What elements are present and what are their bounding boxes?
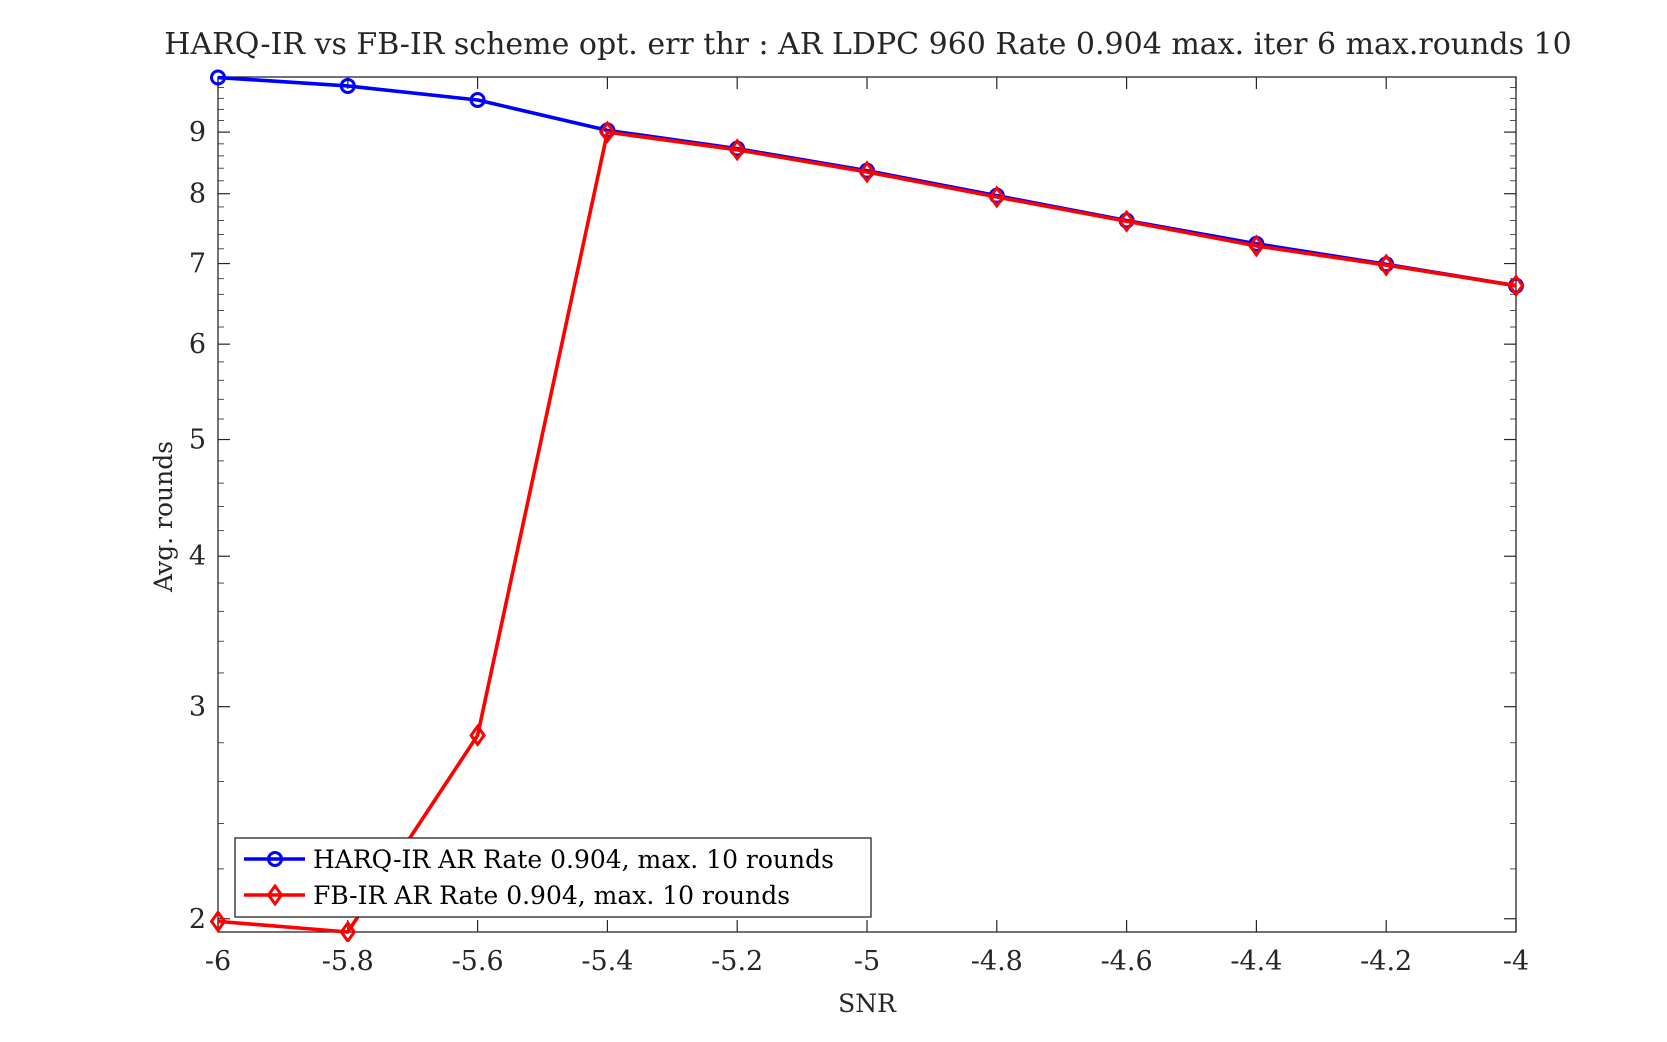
data-point [1248,234,1265,258]
data-point [209,909,227,933]
data-point [599,120,616,144]
x-tick-label: -4.8 [971,946,1023,977]
y-tick-label: 6 [189,329,206,360]
x-tick-label: -5 [854,946,880,977]
legend-marker-shape [267,851,283,867]
y-axis-label: Avg. rounds [149,441,178,593]
legend-label-fb-ir: FB-IR AR Rate 0.904, max. 10 rounds [313,881,790,910]
data-point [210,69,226,86]
legend-marker-fb-ir [266,883,284,907]
x-tick-label: -4.6 [1101,946,1153,977]
data-point [339,920,357,942]
legend-label-harq-ir: HARQ-IR AR Rate 0.904, max. 10 rounds [313,845,834,874]
data-point [469,723,486,747]
y-tick-label: 2 [189,904,206,935]
x-axis-label: SNR [838,989,897,1018]
legend-entry-fb-ir: FB-IR AR Rate 0.904, max. 10 rounds [244,881,790,910]
data-point [988,185,1006,209]
data-point [339,77,356,94]
x-tick-label: -4 [1503,946,1529,977]
x-tick-label: -5.6 [452,946,504,977]
x-tick-label: -5.2 [711,946,763,977]
y-tick-label: 5 [189,425,206,456]
y-tick-labels: 2 3 4 5 6 7 8 9 [189,117,206,935]
legend-box [234,837,872,918]
x-tick-label: -6 [205,946,231,977]
data-point [858,160,876,184]
data-point [1507,274,1525,298]
y-tick-label: 3 [189,692,206,723]
legend: HARQ-IR AR Rate 0.904, max. 10 rounds FB… [234,837,872,918]
legend-marker-shape [266,883,284,907]
chart-title: HARQ-IR vs FB-IR scheme opt. err thr : A… [164,27,1571,62]
y-tick-label: 4 [189,541,206,572]
x-tick-label: -4.2 [1360,946,1412,977]
series-fb-ir [209,120,1525,942]
data-point [469,91,486,108]
plot-area [209,69,1525,942]
series-layer [209,69,1525,942]
x-tick-label: -5.4 [581,946,633,977]
data-point [1118,209,1135,233]
legend-entry-harq-ir: HARQ-IR AR Rate 0.904, max. 10 rounds [244,845,834,874]
y-tick-label: 7 [189,249,206,280]
legend-marker-harq-ir [267,851,283,867]
series-line [217,130,1517,934]
x-tick-label: -5.8 [322,946,374,977]
plot-frame [217,76,1517,933]
y-tick-label: 9 [189,117,206,148]
data-point [1377,253,1395,277]
y-tick-label: 8 [189,179,206,210]
x-tick-label: -4.4 [1230,946,1282,977]
x-tick-labels: -6 -5.8 -5.6 -5.4 -5.2 -5 -4.8 -4.6 -4.4 -4.2 -4 [205,946,1529,977]
data-point [728,138,746,162]
